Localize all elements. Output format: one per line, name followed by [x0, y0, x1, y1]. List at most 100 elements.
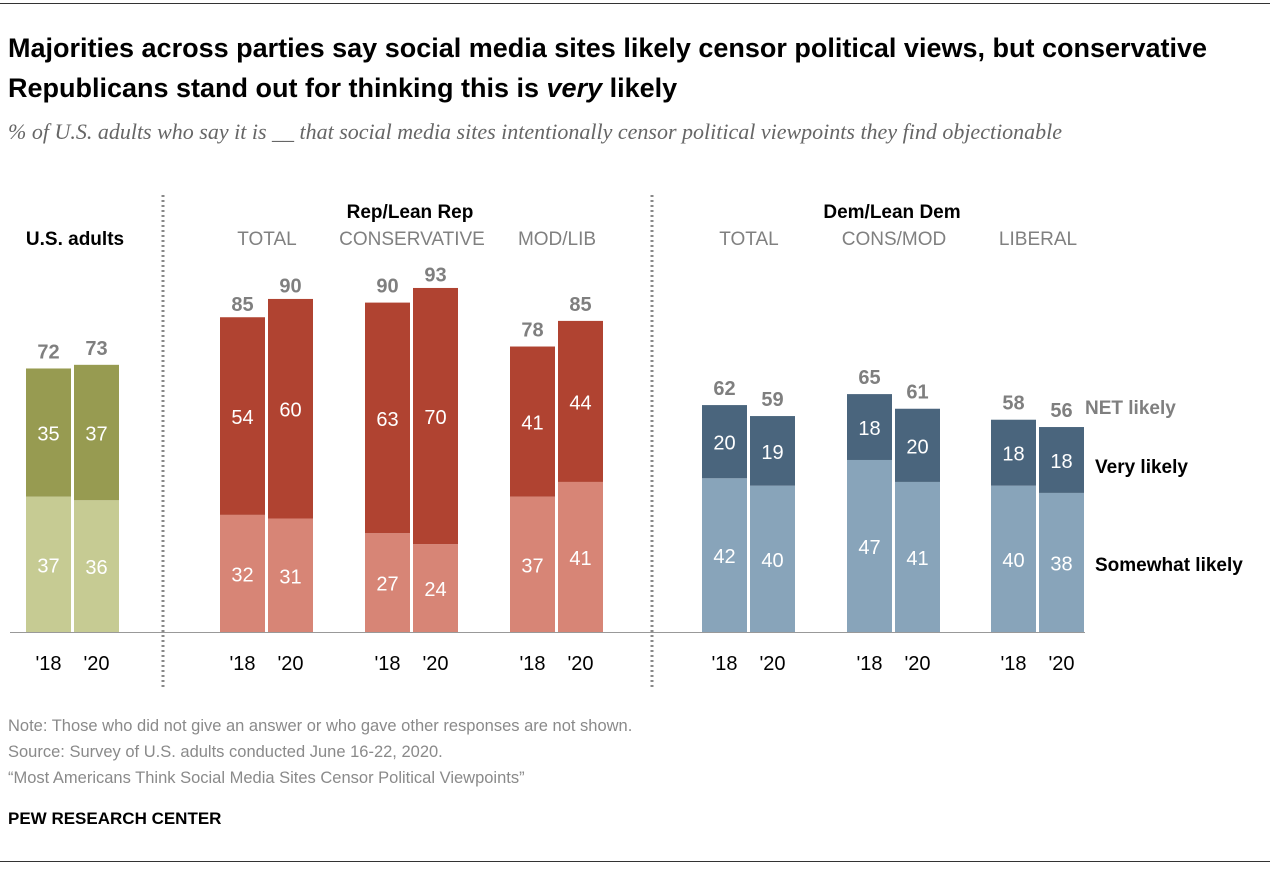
bar-very-likely	[220, 317, 265, 515]
bar-somewhat-likely	[991, 485, 1036, 632]
bar-very-likely	[413, 287, 458, 545]
bar-somewhat-likely	[847, 459, 892, 632]
bar-somewhat-likely	[750, 485, 795, 632]
label-very-likely: 18	[858, 418, 880, 440]
year-label: '18	[35, 653, 61, 675]
year-label: '18	[519, 653, 545, 675]
label-somewhat-likely: 47	[858, 537, 880, 559]
label-somewhat-likely: 37	[521, 555, 543, 577]
top-rule	[0, 3, 1270, 4]
bar-very-likely	[268, 298, 313, 519]
bar-somewhat-likely	[895, 481, 940, 632]
label-very-likely: 20	[906, 436, 928, 458]
bar-somewhat-likely	[558, 481, 603, 632]
report-title: “Most Americans Think Social Media Sites…	[8, 769, 525, 787]
label-very-likely: 35	[37, 424, 59, 446]
group-label: TOTAL	[237, 229, 296, 250]
bar-very-likely	[365, 302, 410, 534]
bar-somewhat-likely	[365, 533, 410, 632]
label-net-likely: 56	[1050, 400, 1072, 422]
label-very-likely: 19	[761, 442, 783, 464]
label-net-likely: 72	[37, 341, 59, 363]
chart-subtitle: % of U.S. adults who say it is __ that s…	[8, 119, 1063, 144]
label-very-likely: 63	[376, 409, 398, 431]
bar-very-likely	[558, 320, 603, 482]
legend-very-likely: Very likely	[1095, 457, 1188, 478]
label-net-likely: 78	[521, 320, 543, 342]
label-somewhat-likely: 24	[424, 579, 446, 601]
bar-somewhat-likely	[702, 478, 747, 632]
label-very-likely: 18	[1050, 451, 1072, 473]
year-label: '20	[759, 653, 785, 675]
bar-somewhat-likely	[510, 496, 555, 632]
label-somewhat-likely: 40	[1002, 550, 1024, 572]
label-somewhat-likely: 27	[376, 574, 398, 596]
label-very-likely: 70	[424, 407, 446, 429]
group-label: TOTAL	[719, 229, 778, 250]
label-net-likely: 93	[424, 265, 446, 287]
year-label: '20	[83, 653, 109, 675]
label-somewhat-likely: 41	[906, 548, 928, 570]
bar-very-likely	[74, 364, 119, 501]
bar-somewhat-likely	[413, 544, 458, 632]
label-very-likely: 60	[279, 400, 301, 422]
bar-very-likely	[26, 368, 71, 497]
legend-net-likely: NET likely	[1085, 398, 1176, 419]
label-very-likely: 54	[231, 407, 253, 429]
year-label: '18	[1000, 653, 1026, 675]
bar-somewhat-likely	[74, 500, 119, 632]
year-label: '20	[567, 653, 593, 675]
label-net-likely: 90	[376, 276, 398, 298]
year-label: '18	[374, 653, 400, 675]
bar-very-likely	[510, 346, 555, 497]
label-somewhat-likely: 37	[37, 555, 59, 577]
note: Note: Those who did not give an answer o…	[8, 717, 633, 735]
label-net-likely: 59	[761, 389, 783, 411]
label-net-likely: 58	[1002, 393, 1024, 415]
title-text: Majorities across parties say social med…	[8, 33, 1208, 103]
party-group-label: U.S. adults	[26, 229, 124, 250]
title-emphasis: very	[546, 73, 603, 103]
label-very-likely: 18	[1002, 444, 1024, 466]
label-somewhat-likely: 36	[85, 557, 107, 579]
year-label: '20	[904, 653, 930, 675]
title-text-end: likely	[602, 73, 678, 103]
bar-somewhat-likely	[1039, 492, 1084, 632]
bar-very-likely	[895, 408, 940, 482]
bar-very-likely	[1039, 427, 1084, 493]
label-somewhat-likely: 42	[713, 546, 735, 568]
year-label: '18	[856, 653, 882, 675]
bar-somewhat-likely	[268, 518, 313, 632]
label-very-likely: 41	[521, 413, 543, 435]
label-somewhat-likely: 40	[761, 550, 783, 572]
year-label: '18	[229, 653, 255, 675]
label-net-likely: 85	[231, 294, 253, 316]
bottom-rule	[0, 861, 1270, 862]
bar-somewhat-likely	[26, 496, 71, 632]
label-net-likely: 90	[279, 276, 301, 298]
party-group-label: Rep/Lean Rep	[347, 202, 474, 223]
year-label: '20	[1048, 653, 1074, 675]
source: Source: Survey of U.S. adults conducted …	[8, 743, 443, 761]
bar-very-likely	[750, 416, 795, 486]
year-label: '20	[277, 653, 303, 675]
label-net-likely: 73	[85, 338, 107, 360]
year-label: '18	[711, 653, 737, 675]
label-very-likely: 20	[713, 433, 735, 455]
bar-somewhat-likely	[220, 514, 265, 632]
label-net-likely: 65	[858, 367, 880, 389]
chart-title: Majorities across parties say social med…	[8, 28, 1268, 108]
label-net-likely: 85	[569, 294, 591, 316]
group-label: MOD/LIB	[518, 229, 596, 250]
label-somewhat-likely: 41	[569, 548, 591, 570]
bar-very-likely	[702, 405, 747, 479]
label-somewhat-likely: 38	[1050, 553, 1072, 575]
label-net-likely: 61	[906, 382, 928, 404]
party-group-label: Dem/Lean Dem	[823, 202, 960, 223]
label-somewhat-likely: 31	[279, 566, 301, 588]
label-very-likely: 37	[85, 424, 107, 446]
brand-logo-text: PEW RESEARCH CENTER	[8, 809, 222, 828]
legend-somewhat-likely: Somewhat likely	[1095, 555, 1243, 576]
